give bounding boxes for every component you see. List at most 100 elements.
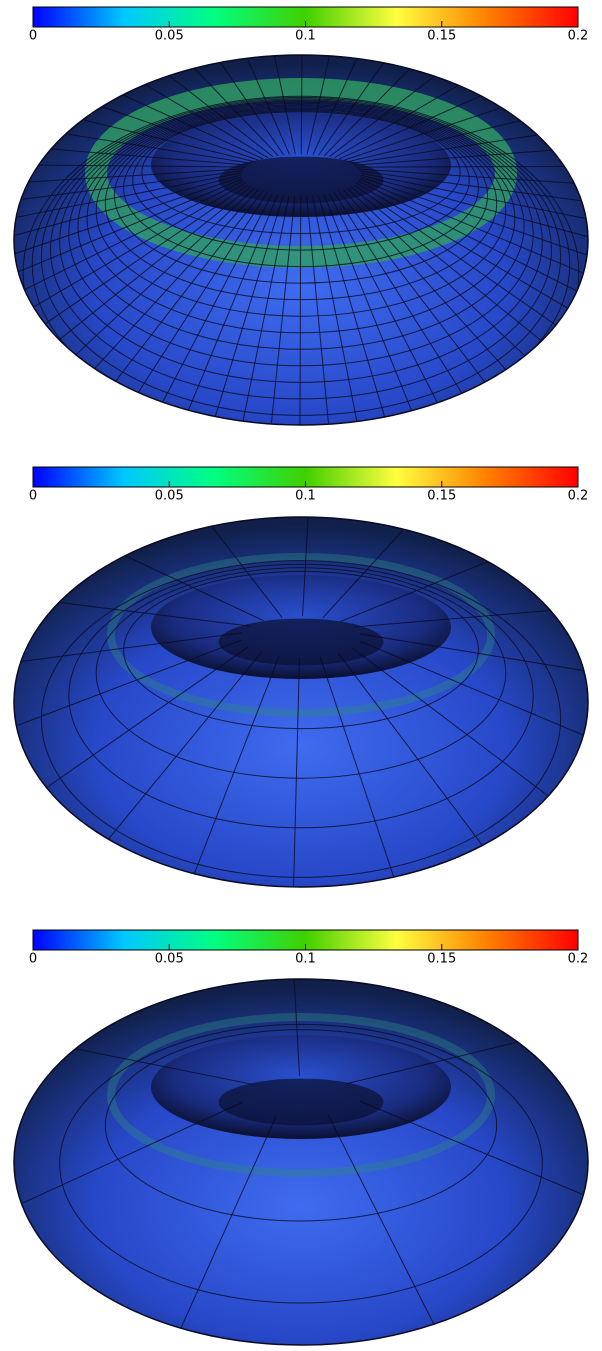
torus-hole-core [218, 1078, 384, 1126]
mesh-line [60, 1045, 254, 1085]
mesh-line [14, 176, 242, 259]
mesh-line [240, 195, 290, 425]
tick-label: 0.2 [568, 29, 589, 44]
mesh-line [68, 101, 534, 367]
tick-label: 0 [29, 489, 37, 504]
mesh-line [299, 195, 302, 425]
mesh-line [59, 1023, 543, 1304]
torus-hole-core [218, 156, 384, 204]
mesh-line [34, 184, 249, 332]
mesh-line [14, 178, 243, 278]
mesh-line [67, 187, 255, 364]
mesh-line [101, 652, 262, 848]
mesh-line [339, 89, 494, 160]
mesh-line [351, 647, 559, 804]
mesh-line [23, 164, 246, 168]
mesh-line [50, 99, 552, 400]
tick-label: 0 [29, 952, 37, 967]
mesh-line [358, 180, 588, 298]
tick-label: 0.05 [155, 489, 184, 504]
mesh-line [21, 182, 246, 315]
mesh-line [338, 190, 492, 391]
tick-label: 0.2 [568, 489, 589, 504]
mesh-line [14, 180, 244, 297]
panel: 0 0.05 0.1 0.15 0.2 [13, 466, 589, 888]
mesh-line [360, 174, 588, 242]
mesh-line [35, 147, 249, 166]
torus [14, 55, 588, 425]
torus-body [14, 517, 588, 887]
torus-outline [13, 978, 589, 1346]
mesh-line [68, 563, 534, 829]
mesh-line [358, 168, 588, 185]
mesh-line [359, 178, 588, 280]
tick-label: 0.15 [427, 952, 456, 967]
mesh-line [132, 191, 268, 402]
mesh-line [353, 184, 567, 333]
torus [14, 517, 588, 887]
mesh-line [350, 132, 553, 165]
mesh-line [353, 608, 566, 628]
mesh-line [337, 652, 490, 855]
mesh-line [86, 189, 259, 378]
mesh-line [49, 186, 252, 348]
mesh-line [95, 567, 507, 779]
mesh-line [141, 111, 461, 235]
mesh-line [359, 640, 588, 742]
mesh-line [59, 100, 543, 383]
mesh-line [333, 192, 468, 403]
tick-label: 0.1 [295, 489, 316, 504]
mesh-line [35, 646, 249, 796]
mesh-line [14, 174, 242, 240]
mesh-line [14, 639, 242, 732]
mesh-line [40, 98, 562, 416]
mesh-line [211, 194, 284, 425]
mesh-line [353, 148, 568, 166]
mesh-line [132, 110, 470, 251]
mesh-line [293, 979, 301, 1077]
mesh-line [123, 570, 479, 730]
mesh-line [346, 187, 534, 365]
mesh-line [311, 195, 360, 425]
mesh-line [328, 193, 443, 412]
tick-label: 0.05 [155, 29, 184, 44]
mesh-line [104, 1029, 498, 1222]
mesh-line [306, 195, 330, 425]
mesh-line [302, 517, 310, 617]
mesh-line [360, 633, 588, 674]
mesh-line [269, 195, 296, 425]
mesh-line [319, 656, 398, 887]
tick-label: 0.05 [155, 952, 184, 967]
mesh-line [327, 1115, 439, 1334]
mesh-line [14, 172, 242, 221]
panel: 0 0.05 0.1 0.15 0.2 [13, 6, 589, 426]
mesh-line [157, 193, 273, 412]
mesh-line [50, 130, 252, 164]
mesh-line [292, 657, 300, 887]
mesh-line [356, 165, 580, 168]
mesh-line [360, 172, 588, 223]
torus [14, 979, 588, 1345]
mesh-line [342, 189, 514, 379]
mesh-line [359, 1100, 588, 1201]
tick-label: 0.2 [568, 952, 589, 967]
mesh-line [123, 108, 479, 268]
mesh-line [190, 656, 280, 883]
tick-label: 0.1 [295, 952, 316, 967]
mesh-line [31, 96, 571, 425]
tick-label: 0.15 [427, 29, 456, 44]
mesh-line [204, 517, 283, 618]
torus-outline [13, 54, 589, 426]
mesh-line [340, 555, 501, 622]
mesh-line [346, 1038, 533, 1085]
torus-ring [107, 553, 495, 717]
mesh-line [113, 107, 489, 284]
tick-label: 0.1 [295, 29, 316, 44]
mesh-line [317, 194, 388, 425]
tick-label: 0.15 [427, 489, 456, 504]
torus-ring [107, 1013, 495, 1177]
mesh-line [350, 186, 552, 349]
mesh-line [14, 168, 244, 184]
